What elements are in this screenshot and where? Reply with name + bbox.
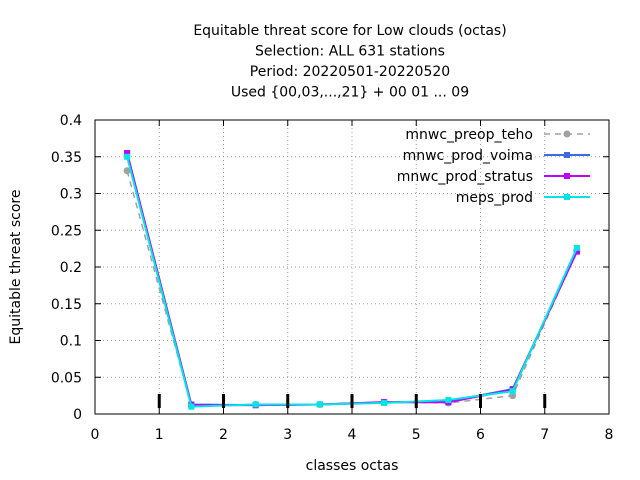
legend-marker [564, 173, 570, 179]
data-point [509, 388, 516, 395]
data-point [445, 397, 452, 404]
legend-label: mnwc_prod_stratus [397, 169, 533, 185]
y-tick-label: 0.15 [51, 297, 82, 313]
grid [95, 120, 609, 414]
x-tick-label: 2 [219, 427, 228, 443]
legend-label: meps_prod [456, 190, 533, 206]
y-tick-label: 0.4 [60, 113, 82, 129]
legend-label: mnwc_preop_teho [405, 127, 533, 143]
y-tick-label: 0.3 [60, 187, 82, 203]
chart-title-line: Selection: ALL 631 stations [255, 44, 445, 60]
legend-marker [563, 130, 571, 138]
y-tick-label: 0.25 [51, 223, 82, 239]
x-axis-label: classes octas [306, 458, 399, 474]
x-tick-label: 0 [91, 427, 100, 443]
chart-title-line: Equitable threat score for Low clouds (o… [193, 23, 506, 39]
data-point [573, 244, 580, 251]
x-tick-label: 1 [155, 427, 164, 443]
series-lines [123, 150, 581, 410]
chart-title-line: Period: 20220501-20220520 [250, 64, 450, 80]
y-tick-label: 0.35 [51, 150, 82, 166]
legend: mnwc_preop_teho mnwc_prod_voima mnwc_prod_… [397, 127, 590, 206]
x-tick-label: 7 [540, 427, 549, 443]
legend-marker [564, 194, 570, 200]
legend-label: mnwc_prod_voima [403, 148, 533, 164]
data-point [188, 403, 195, 410]
data-point [124, 153, 131, 160]
data-point [124, 150, 131, 157]
data-point [381, 399, 388, 406]
data-point [316, 401, 323, 408]
data-point [573, 248, 580, 255]
y-axis-label: Equitable threat score [8, 190, 24, 345]
x-tick-label: 8 [605, 427, 614, 443]
chart-title: Equitable threat score for Low clouds (o… [193, 23, 506, 101]
y-tick-label: 0.05 [51, 370, 82, 386]
legend-marker [564, 152, 570, 158]
y-tick-label: 0 [73, 407, 82, 423]
y-tick-label: 0.2 [60, 260, 82, 276]
x-tick-label: 5 [412, 427, 421, 443]
x-tick-label: 3 [283, 427, 292, 443]
data-point [123, 167, 131, 175]
y-tick-label: 0.1 [60, 334, 82, 350]
chart-title-line: Used {00,03,...,21} + 00 01 ... 09 [231, 85, 469, 101]
data-point [252, 401, 259, 408]
axis-ticks: 0 1 2 3 4 5 6 7 8 0 0.05 0.1 0.15 0.2 0.25 0.3 0.35 0.4 [51, 113, 614, 443]
x-tick-label: 4 [348, 427, 357, 443]
x-tick-label: 6 [476, 427, 485, 443]
